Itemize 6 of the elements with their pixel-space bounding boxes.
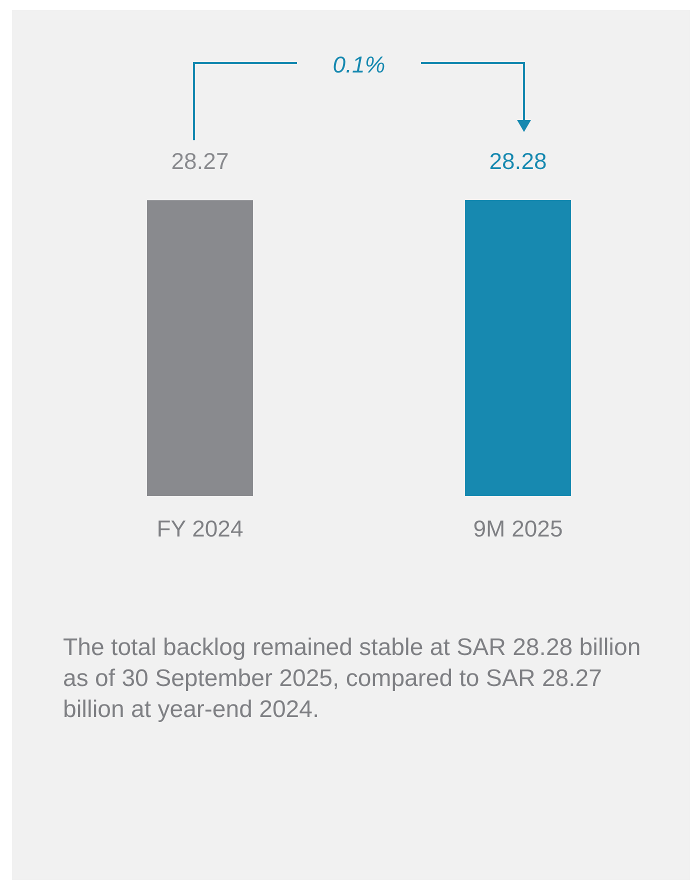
data-label: 28.27 — [171, 148, 229, 174]
text: 0.1% — [332, 52, 386, 78]
data-label: 28.28 — [489, 148, 547, 174]
text: The total backlog remained stable at SAR 28.28 billion as of 30 September 2025, compared to SAR 28.27 billion at year-end 2024. — [63, 633, 642, 725]
x-tick-label: 9M 2025 — [473, 516, 563, 542]
x-tick-label: FY 2024 — [156, 516, 244, 542]
